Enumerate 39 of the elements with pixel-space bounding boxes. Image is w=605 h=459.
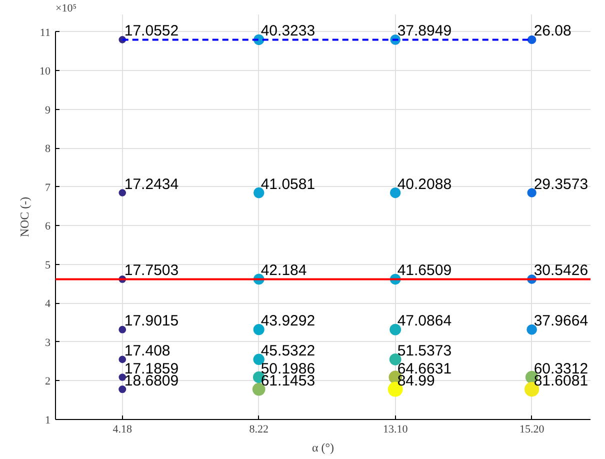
data-label: 18.6809 (124, 372, 179, 390)
data-label: 42.184 (260, 262, 307, 280)
x-tick-label: 4.18 (112, 424, 132, 436)
x-tick-label: 13.10 (382, 424, 408, 436)
x-tick-label: 15.20 (519, 424, 545, 436)
x-axis-title: α (°) (312, 440, 334, 454)
data-label: 51.5373 (397, 342, 452, 360)
y-tick-label: 6 (45, 220, 51, 233)
y-tick-label: 9 (45, 104, 51, 116)
data-label: 26.08 (534, 22, 572, 40)
data-label: 61.1453 (260, 372, 316, 390)
y-tick-label: 4 (45, 298, 51, 310)
data-label: 17.9015 (124, 312, 179, 330)
x-tick-label: 8.22 (249, 424, 268, 436)
text: ×10⁵ (56, 2, 77, 14)
data-label: 41.6509 (397, 262, 452, 280)
data-label: 37.8949 (397, 22, 452, 40)
y-tick-label: 10 (40, 66, 51, 78)
y-tick-label: 2 (45, 376, 50, 388)
data-label: 40.2088 (397, 176, 452, 193)
data-label: 40.3233 (260, 22, 316, 40)
y-tick-label: 7 (45, 182, 51, 194)
data-label: 30.5426 (534, 262, 588, 280)
y-tick-label: 3 (45, 336, 51, 349)
data-label: 17.0552 (124, 22, 179, 40)
y-tick-label: 5 (45, 259, 51, 272)
y-tick-label: 1 (45, 414, 50, 426)
y-tick-label: 11 (40, 26, 50, 39)
data-label: 17.408 (124, 342, 170, 360)
y-tick-label: 8 (45, 143, 51, 156)
data-label: 29.3573 (534, 176, 588, 193)
data-label: 37.9664 (534, 312, 588, 330)
data-label: 17.2434 (124, 176, 179, 193)
data-label: 41.0581 (260, 176, 316, 193)
y-axis-title: NOC (-) (18, 196, 32, 238)
data-label: 43.9292 (260, 312, 316, 330)
data-label: 17.7503 (124, 262, 179, 280)
data-label: 47.0864 (397, 312, 452, 330)
data-label: 45.5322 (260, 342, 316, 360)
